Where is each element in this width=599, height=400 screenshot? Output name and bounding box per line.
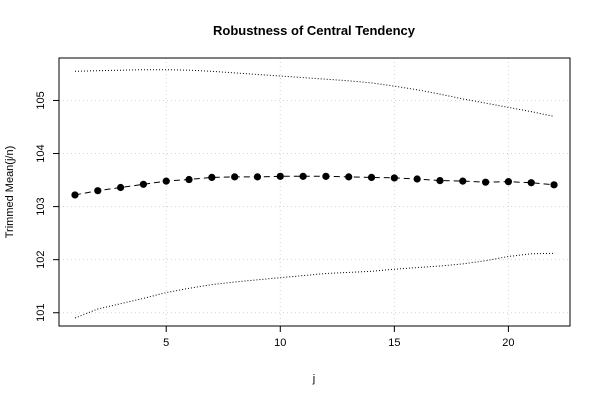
data-point: [116, 183, 125, 192]
series-line-trimmed-mean: [74, 175, 555, 196]
chart-title: Robustness of Central Tendency: [213, 23, 416, 38]
data-point: [276, 172, 284, 180]
x-tick-label: 5: [163, 337, 169, 349]
data-point: [413, 175, 421, 183]
grid: [59, 58, 570, 326]
data-point: [162, 177, 170, 185]
data-point: [94, 187, 102, 195]
x-tick-label: 10: [274, 337, 286, 349]
y-tick-label: 103: [35, 197, 47, 215]
y-tick-label: 105: [35, 91, 47, 109]
data-point: [185, 175, 193, 184]
plot-frame: [58, 57, 571, 327]
data-point: [253, 173, 262, 181]
data-point: [390, 174, 398, 182]
data-point: [231, 173, 239, 181]
y-tick-label: 101: [35, 304, 47, 322]
data-point: [139, 180, 148, 188]
y-axis-label: Trimmed Mean(j/n): [4, 146, 16, 239]
x-tick-label: 15: [388, 337, 400, 349]
data-point: [71, 191, 79, 199]
series-layer: [71, 69, 558, 319]
data-point: [436, 176, 444, 185]
data-point: [527, 179, 535, 187]
series-line-lower-bound: [74, 252, 555, 319]
axes: 5 10 15 20 101 102 103 104 105: [35, 57, 571, 349]
data-point: [367, 173, 376, 182]
x-axis-label: j: [312, 373, 315, 385]
y-tick-label: 102: [35, 250, 47, 268]
x-tick-label: 20: [502, 337, 514, 349]
y-tick-label: 104: [35, 144, 47, 162]
data-point: [504, 178, 513, 186]
data-point: [550, 181, 558, 189]
data-point: [481, 178, 490, 186]
data-point: [299, 172, 307, 180]
data-point: [208, 173, 216, 182]
series-line-upper-bound: [74, 69, 555, 117]
data-point: [322, 172, 330, 180]
data-point: [345, 173, 353, 181]
data-point: [459, 177, 467, 185]
